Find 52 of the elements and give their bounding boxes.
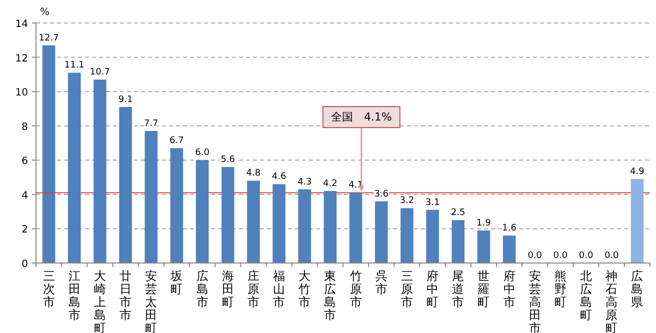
x-tick-label: 竹原市 [350, 269, 362, 309]
y-tick-label: 14 [15, 19, 28, 30]
data-label: 4.6 [272, 172, 286, 182]
data-label: 3.1 [425, 198, 440, 208]
x-tick-label: 広島県 [631, 269, 644, 309]
x-tick-label: 熊野町 [554, 269, 566, 309]
data-label: 1.6 [502, 224, 517, 234]
data-label: 0.0 [528, 251, 542, 261]
data-label: 7.7 [144, 119, 158, 129]
x-tick-label: 尾道市 [452, 269, 464, 309]
x-tick-label: 庄原市 [247, 269, 260, 309]
data-label: 0.0 [604, 251, 620, 261]
x-tick-label: 呉市 [375, 269, 388, 296]
x-tick-label: 江田島市 [68, 269, 80, 322]
data-label: 10.7 [90, 68, 110, 78]
x-tick-label: 廿日市市 [120, 269, 132, 322]
x-tick-label: 府中市 [503, 269, 516, 309]
data-label: 5.6 [220, 155, 236, 165]
data-label: 4.9 [630, 167, 645, 177]
data-label: 4.2 [323, 179, 338, 189]
y-tick-label: 12 [15, 53, 28, 64]
data-label: 1.9 [476, 218, 492, 228]
x-tick-label: 広島市 [196, 269, 208, 309]
ref-line-label: 全国 4.1% [330, 110, 392, 124]
data-label: 6.7 [170, 136, 184, 146]
y-tick-label: 0 [22, 259, 28, 270]
data-label: 9.1 [118, 95, 133, 105]
y-tick-label: 6 [22, 156, 28, 168]
x-tick-label: 大竹市 [298, 269, 311, 309]
data-label: 0.0 [553, 251, 568, 261]
x-tick-label: 坂町 [170, 269, 183, 296]
y-axis-title: % [40, 7, 50, 18]
y-tick-label: 8 [22, 122, 28, 133]
y-tick-label: 2 [22, 224, 28, 236]
data-label: 3.2 [400, 196, 414, 206]
data-label: 4.3 [297, 177, 312, 188]
y-tick-label: 10 [15, 88, 28, 99]
x-tick-label: 府中町 [426, 269, 439, 309]
data-label: 11.1 [64, 60, 84, 71]
data-label: 12.7 [38, 33, 59, 44]
x-tick-label: 北広島町 [580, 269, 592, 322]
y-tick-label: 4 [22, 190, 28, 202]
x-tick-label: 東広島市 [324, 269, 336, 322]
x-tick-label: 福山市 [273, 269, 286, 309]
data-label: 0.0 [578, 251, 594, 261]
x-tick-label: 三次市 [42, 269, 55, 309]
x-tick-label: 世羅町 [478, 269, 490, 309]
data-label: 4.8 [246, 168, 261, 179]
data-label: 6.0 [195, 148, 210, 158]
x-tick-label: 三原市 [400, 269, 413, 309]
x-tick-label: 海田町 [222, 269, 234, 309]
data-label: 2.5 [450, 208, 466, 218]
